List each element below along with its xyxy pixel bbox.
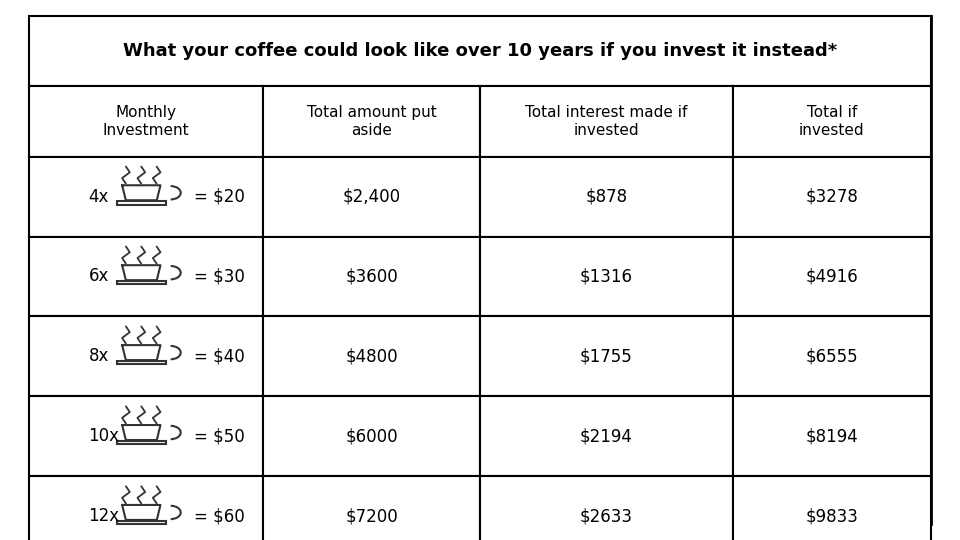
Text: $8194: $8194 [805,427,858,446]
Bar [732,157,931,237]
Text: $9833: $9833 [805,507,858,525]
Text: $6555: $6555 [805,347,858,366]
Text: $2,400: $2,400 [343,187,400,206]
Text: = $20: = $20 [194,187,245,206]
Bar [480,237,732,316]
Bar [29,16,931,86]
Bar [732,86,931,157]
Text: Monthly
Investment: Monthly Investment [103,105,189,138]
Text: $3600: $3600 [346,267,398,286]
Text: Total interest made if
invested: Total interest made if invested [525,105,687,138]
Bar [480,316,732,396]
Bar [480,157,732,237]
Text: = $30: = $30 [194,267,245,286]
Polygon shape [122,425,160,440]
Bar [263,237,480,316]
Text: $1316: $1316 [580,267,633,286]
Text: $2194: $2194 [580,427,633,446]
Bar [117,521,166,524]
Polygon shape [122,185,160,200]
Text: $1755: $1755 [580,347,633,366]
Text: Total amount put
aside: Total amount put aside [307,105,437,138]
Bar [117,281,166,285]
Bar [29,86,263,157]
Text: 6x: 6x [88,267,108,286]
Text: $4916: $4916 [805,267,858,286]
Bar [29,157,263,237]
Text: $4800: $4800 [346,347,398,366]
Polygon shape [122,505,160,520]
Bar [732,237,931,316]
Bar [732,396,931,476]
Bar [263,157,480,237]
Text: 4x: 4x [88,187,108,206]
Text: What your coffee could look like over 10 years if you invest it instead*: What your coffee could look like over 10… [123,42,837,60]
Text: $2633: $2633 [580,507,633,525]
Bar [117,441,166,444]
Text: = $40: = $40 [194,347,245,366]
Text: $7200: $7200 [346,507,398,525]
Bar [263,86,480,157]
Text: 8x: 8x [88,347,108,366]
Text: = $50: = $50 [194,427,245,446]
Bar [732,476,931,540]
Bar [29,476,263,540]
Text: Total if
invested: Total if invested [799,105,865,138]
Bar [732,316,931,396]
Text: 12x: 12x [88,507,120,525]
Bar [263,396,480,476]
Text: $3278: $3278 [805,187,858,206]
Bar [29,316,263,396]
Text: $878: $878 [586,187,628,206]
Bar [480,476,732,540]
Bar [29,237,263,316]
Bar [263,316,480,396]
Bar [263,476,480,540]
Text: $6000: $6000 [346,427,398,446]
Bar [117,361,166,365]
Bar [29,396,263,476]
Bar [480,86,732,157]
Bar [480,396,732,476]
Text: = $60: = $60 [194,507,245,525]
Text: 10x: 10x [88,427,119,446]
Polygon shape [122,265,160,280]
Polygon shape [122,345,160,360]
Bar [117,201,166,205]
